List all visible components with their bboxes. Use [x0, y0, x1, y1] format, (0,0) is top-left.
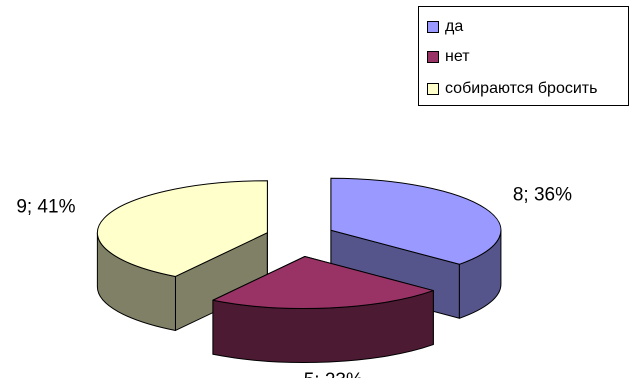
legend-item-net: нет: [427, 47, 470, 67]
slice-top-да: [330, 177, 502, 265]
legend-swatch-sobirayutsya-brosit: [427, 83, 439, 95]
data-label-0: 8; 36%: [513, 184, 572, 205]
legend: да нет собираются бросить: [418, 6, 629, 106]
slice-1: [212, 256, 434, 364]
legend-swatch-net: [427, 51, 439, 63]
slice-top-собираются-бросить: [96, 180, 268, 277]
data-label-2: 9; 41%: [16, 196, 75, 217]
legend-item-da: да: [427, 17, 463, 37]
legend-item-sobirayutsya-brosit: собираются бросить: [427, 79, 597, 99]
legend-label-sobirayutsya-brosit: собираются бросить: [445, 80, 598, 97]
legend-label-net: нет: [445, 48, 470, 65]
data-labels: 8; 36% 5; 23% 9; 41%: [16, 184, 572, 378]
slice-top-нет: [212, 256, 434, 310]
legend-label-da: да: [445, 18, 464, 35]
slice-2: [96, 180, 268, 331]
legend-swatch-da: [427, 21, 439, 33]
pie-slices: [96, 177, 502, 364]
data-label-1: 5; 23%: [304, 370, 363, 378]
